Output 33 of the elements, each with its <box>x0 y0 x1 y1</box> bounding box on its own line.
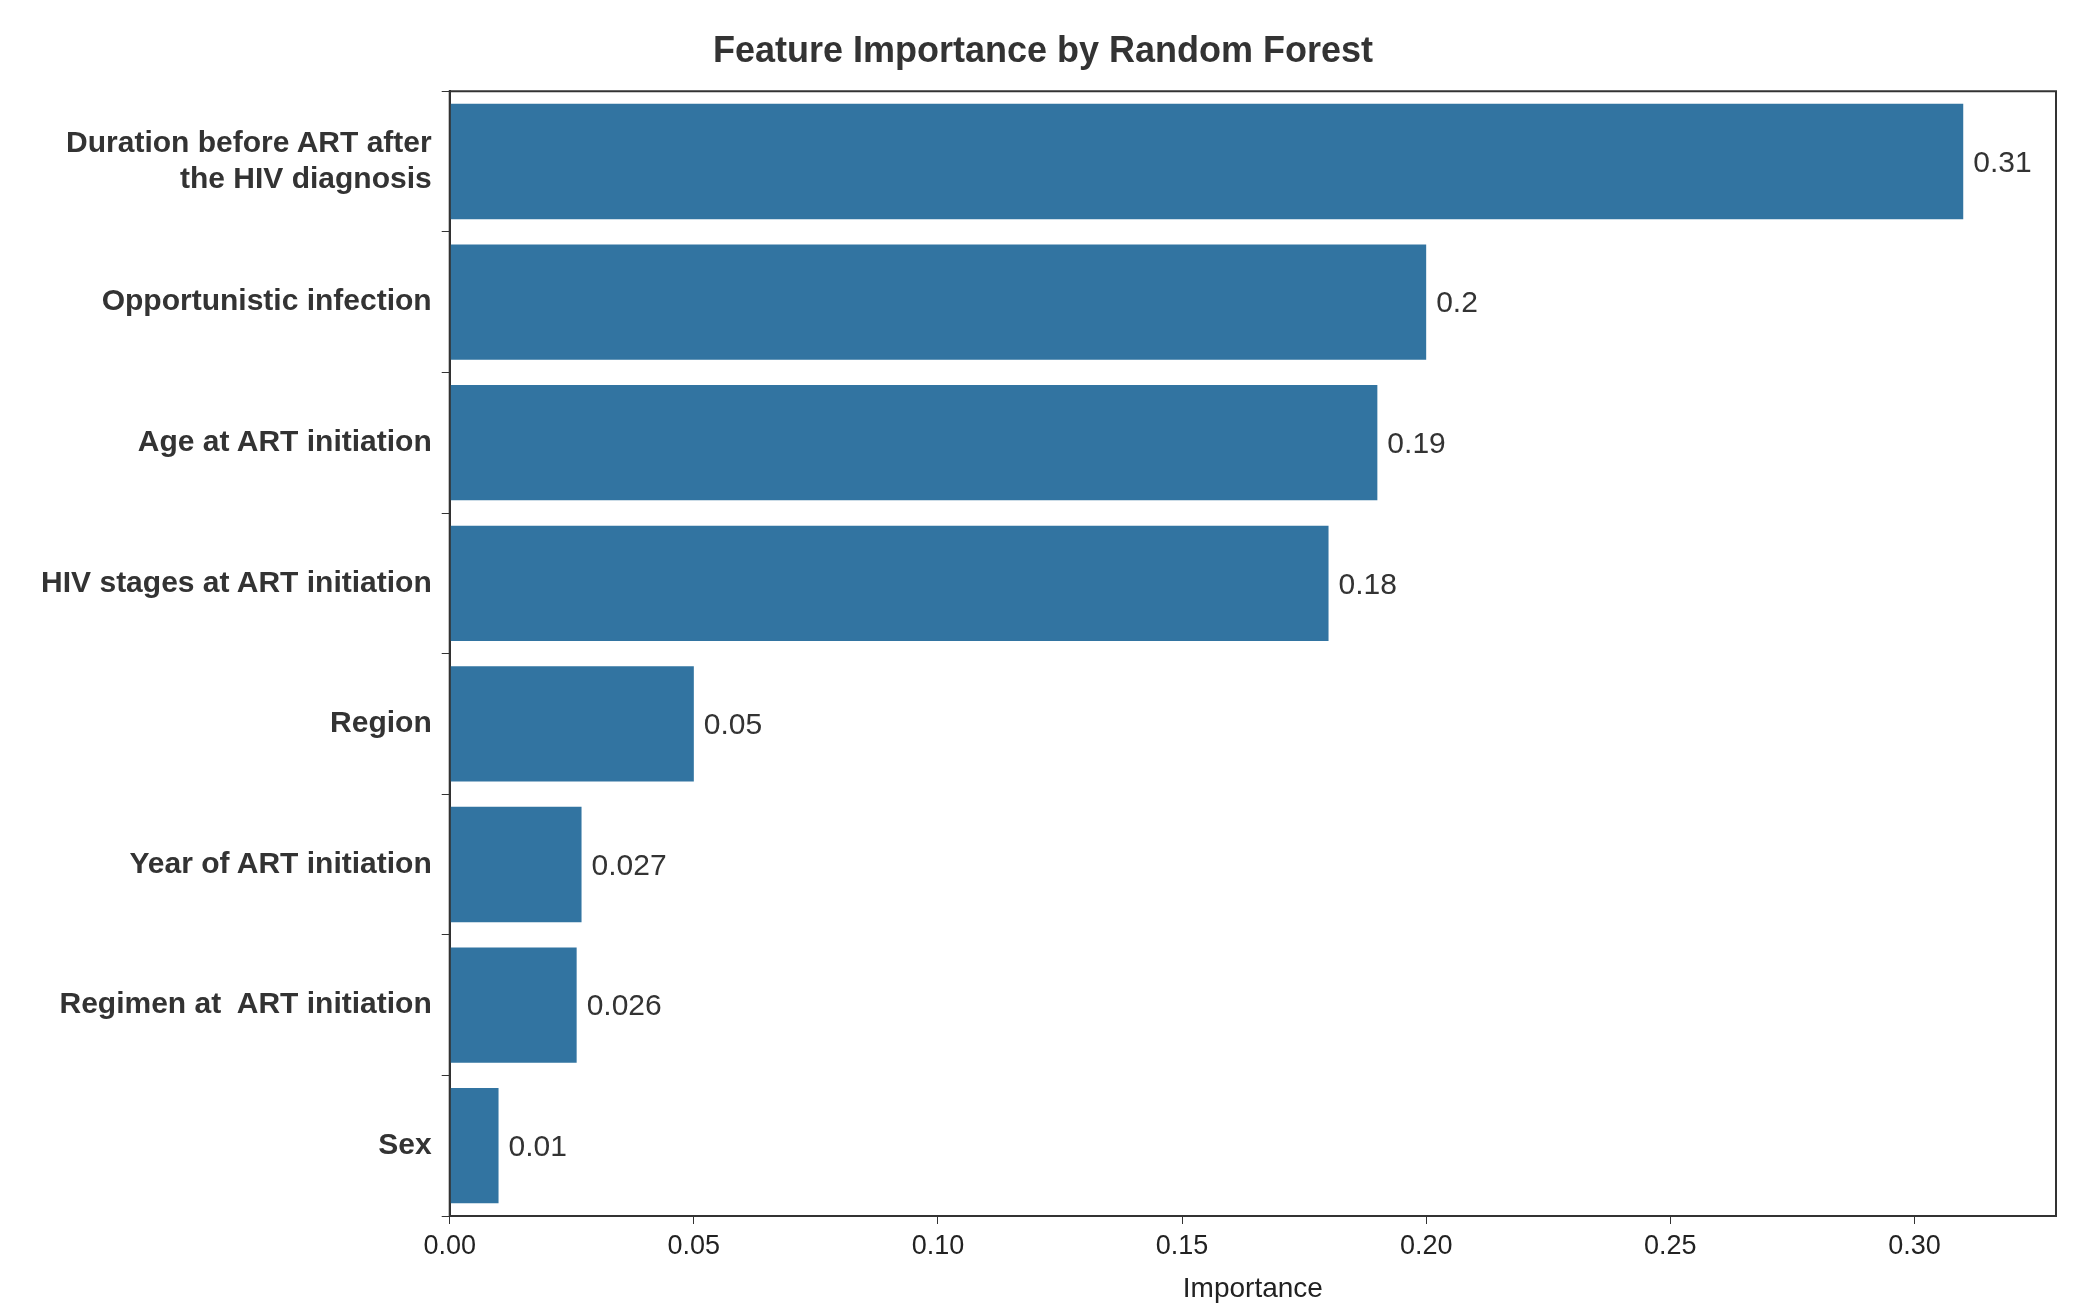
x-tick-label: 0.25 <box>1644 1229 1697 1260</box>
x-tick-label: 0.10 <box>911 1229 965 1260</box>
chart-title: Feature Importance by Random Forest <box>712 28 1374 70</box>
bar <box>450 1088 499 1204</box>
bar <box>450 244 1427 360</box>
x-axis-title: Importance <box>1182 1271 1323 1303</box>
bar <box>450 806 582 923</box>
bar <box>450 525 1329 641</box>
data-label: 0.026 <box>586 988 662 1022</box>
x-tick-label: 0.00 <box>423 1229 476 1260</box>
y-tick-label: Sex <box>378 1126 433 1160</box>
x-tick-label: 0.05 <box>667 1229 721 1260</box>
bar <box>450 947 577 1063</box>
y-tick-label: Year of ART initiation <box>129 845 432 879</box>
bar <box>450 103 1964 220</box>
data-label: 0.027 <box>591 847 667 881</box>
x-tick-label: 0.30 <box>1888 1229 1941 1260</box>
y-tick-label: Duration before ART after the HIV diagnosis <box>66 124 433 194</box>
x-tick-label: 0.20 <box>1399 1229 1453 1260</box>
bar <box>450 666 694 782</box>
x-tick-label: 0.15 <box>1155 1229 1209 1260</box>
y-tick-label: Age at ART initiation <box>137 423 432 457</box>
data-label: 0.2 <box>1436 285 1478 319</box>
data-label: 0.31 <box>1973 144 2032 178</box>
y-tick-label: HIV stages at ART initiation <box>41 564 432 598</box>
data-label: 0.01 <box>508 1128 567 1162</box>
y-tick-label: Regimen at ART initiation <box>59 986 432 1020</box>
y-tick-label: Region <box>330 705 432 739</box>
data-label: 0.19 <box>1387 425 1446 459</box>
data-label: 0.05 <box>703 707 763 741</box>
data-label: 0.18 <box>1338 566 1397 600</box>
y-tick-label: Opportunistic infection <box>101 283 432 317</box>
bar <box>450 385 1378 501</box>
